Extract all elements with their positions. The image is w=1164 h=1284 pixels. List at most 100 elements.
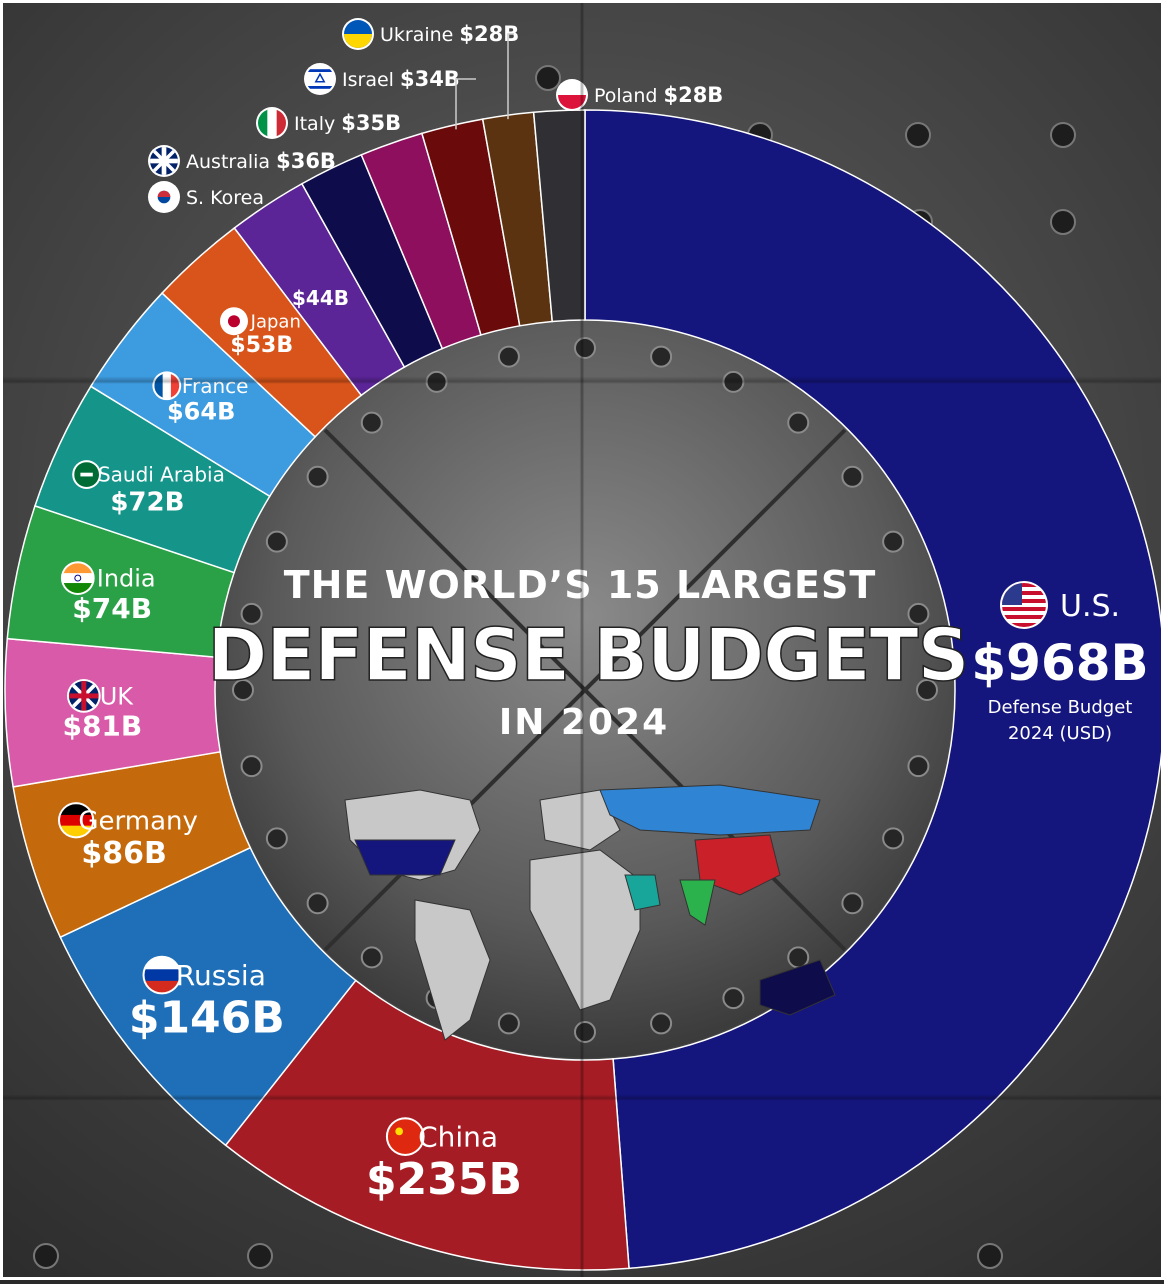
- poland-country-label: Poland $28B: [594, 83, 723, 107]
- rivet-decoration: [574, 337, 596, 359]
- germany-flag-icon: [57, 802, 95, 839]
- rivet-decoration: [497, 1012, 520, 1035]
- donut-slices: [4, 109, 1164, 1271]
- australia-country-label: Australia $36B: [186, 149, 336, 173]
- rivet-decoration: [1050, 209, 1076, 235]
- south-america-shape: [414, 899, 491, 1041]
- slice-poland: [532, 109, 586, 323]
- rivet-decoration: [787, 411, 810, 434]
- france-flag-icon: [152, 371, 182, 401]
- italy-flag-icon: [256, 107, 288, 139]
- us-value-label: $968B: [971, 634, 1148, 692]
- rivet-decoration: [306, 465, 329, 488]
- japan-country-label: Japan: [250, 311, 301, 332]
- australia-flag-icon: [148, 145, 180, 177]
- saudi-arabia-shape: [624, 874, 661, 911]
- s-korea-value-label: $44B: [292, 286, 349, 310]
- rivet-decoration: [907, 755, 930, 778]
- israel-flag-icon: [304, 63, 336, 95]
- rivet-decoration: [916, 679, 938, 701]
- germany-value-label: $86B: [81, 836, 167, 871]
- india-shape: [679, 879, 716, 926]
- europe-shape: [539, 789, 621, 851]
- japan-value-label: $53B: [230, 333, 293, 358]
- uk-value-label: $81B: [62, 710, 142, 743]
- china-value-label: $235B: [366, 1154, 522, 1205]
- france-value-label: $64B: [167, 398, 235, 426]
- title-line-3: IN 2024: [499, 702, 669, 743]
- china-country-label: China: [418, 1120, 498, 1153]
- rivet-decoration: [722, 370, 745, 393]
- slice-labels: China$235B Russia$146B Germany$86B UK$81B In…: [57, 286, 522, 1205]
- poland-flag-icon: [556, 79, 588, 111]
- rivet-decoration: [1050, 122, 1076, 148]
- us-note-line-2: 2024 (USD): [1008, 723, 1112, 744]
- italy-value-label: $35B: [341, 111, 401, 135]
- rivet-decoration: [360, 946, 383, 969]
- rivet-decoration: [907, 602, 930, 625]
- australia-value-label: $36B: [276, 149, 336, 173]
- germany-country-label: Germany: [78, 806, 198, 836]
- us-label: U.S. $968B Defense Budget 2024 (USD): [971, 581, 1149, 744]
- rivet-decoration: [787, 946, 810, 969]
- saudi-arabia-country-label: Saudi Arabia: [98, 463, 225, 487]
- rivet-decoration: [265, 530, 288, 553]
- rivet-decoration: [425, 370, 448, 393]
- ukraine-flag-icon: [342, 18, 374, 50]
- rivet-decoration: [232, 679, 254, 701]
- rivet-decoration: [360, 411, 383, 434]
- poland-value-label: $28B: [663, 83, 723, 107]
- us-flag-icon: [1000, 581, 1048, 629]
- russia-value-label: $146B: [129, 992, 285, 1043]
- rivet-decoration: [265, 827, 288, 850]
- rivet-decoration: [33, 1243, 59, 1269]
- world-map: [344, 784, 836, 1041]
- rivet-decoration: [722, 987, 745, 1010]
- italy-country-label: Italy $35B: [294, 111, 401, 135]
- rivet-decoration: [882, 530, 905, 553]
- australia-shape: [759, 959, 836, 1016]
- rivet-decoration: [841, 465, 864, 488]
- s-korea-country-label: S. Korea: [186, 187, 264, 209]
- israel-value-label: $34B: [400, 67, 460, 91]
- us-note-line-1: Defense Budget: [988, 697, 1133, 718]
- india-flag-icon: [60, 561, 95, 595]
- ukraine-country-label: Ukraine $28B: [380, 22, 519, 46]
- outside-labels: S. Korea Australia $36B Italy $35B Israel …: [148, 18, 723, 213]
- rivet-decoration: [650, 345, 673, 368]
- leader-line: [507, 33, 514, 120]
- rivet-decoration: [650, 1012, 673, 1035]
- rivet-decoration: [247, 1243, 273, 1269]
- china-shape: [694, 834, 781, 896]
- us-country-label: U.S.: [1060, 589, 1120, 624]
- rivet-decoration: [574, 1021, 596, 1043]
- france-country-label: France: [182, 374, 249, 398]
- chart-title: THE WORLD’S 15 LARGEST DEFENSE BUDGETS I…: [207, 563, 971, 743]
- rivet-decoration: [841, 892, 864, 915]
- russia-shape: [599, 784, 821, 836]
- uk-flag-icon: [66, 679, 101, 713]
- title-line-1: THE WORLD’S 15 LARGEST: [284, 563, 877, 607]
- africa-shape: [529, 849, 641, 1011]
- saudi-arabia-value-label: $72B: [110, 487, 184, 517]
- leader-line: [455, 78, 476, 130]
- uk-country-label: UK: [100, 682, 135, 710]
- slice-u-s: [584, 109, 1164, 1270]
- rivet-decoration: [306, 892, 329, 915]
- israel-country-label: Israel $34B: [342, 67, 460, 91]
- rivet-decoration: [240, 602, 263, 625]
- usa-shape: [354, 839, 456, 876]
- japan-flag-icon: [219, 307, 248, 336]
- russia-flag-icon: [142, 955, 182, 995]
- rivet-decoration: [535, 65, 561, 91]
- india-value-label: $74B: [72, 592, 152, 625]
- rivet-decoration: [497, 345, 520, 368]
- rivet-decoration: [882, 827, 905, 850]
- rivet-decoration: [977, 1243, 1003, 1269]
- china-flag-icon: [385, 1117, 425, 1156]
- title-line-2: DEFENSE BUDGETS: [207, 613, 968, 697]
- s-korea-flag-icon: [148, 181, 180, 213]
- india-country-label: India: [97, 564, 156, 592]
